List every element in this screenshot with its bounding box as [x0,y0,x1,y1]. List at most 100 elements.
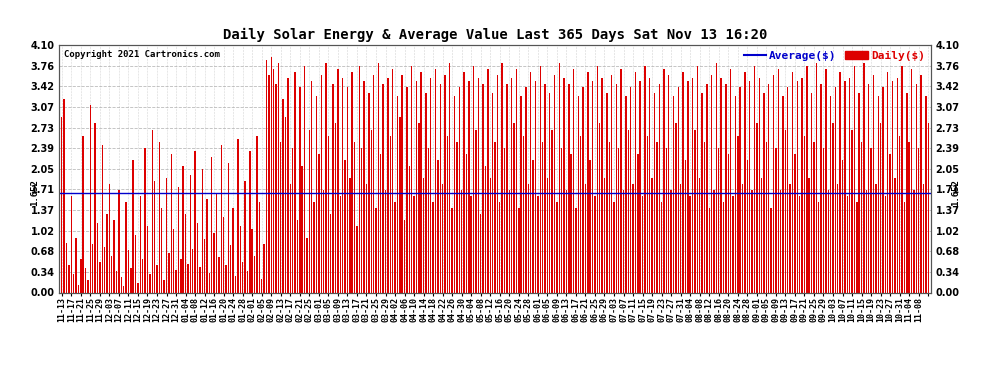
Bar [518,208,520,292]
Bar [828,190,829,292]
Bar [709,208,710,292]
Bar [904,202,905,292]
Bar [135,235,137,292]
Bar [792,72,793,292]
Bar [470,196,472,292]
Bar [161,208,162,292]
Bar [245,181,246,292]
Bar [738,135,739,292]
Bar [477,78,479,292]
Bar [418,123,420,292]
Bar [870,148,872,292]
Bar [842,160,843,292]
Bar [685,160,686,292]
Bar [149,274,150,292]
Bar [906,93,908,292]
Bar [623,190,625,292]
Bar [887,72,888,292]
Bar [416,81,417,292]
Bar [430,78,432,292]
Bar [892,81,893,292]
Bar [487,69,489,292]
Bar [761,178,762,292]
Bar [104,247,105,292]
Bar [911,69,912,292]
Bar [285,117,286,292]
Bar [765,142,767,292]
Bar [80,259,81,292]
Bar [214,233,215,292]
Bar [468,81,469,292]
Bar [421,72,422,292]
Bar [833,123,834,292]
Bar [340,196,341,292]
Bar [353,142,355,292]
Bar [844,81,845,292]
Bar [382,84,384,292]
Bar [849,78,850,292]
Bar [170,154,172,292]
Bar [338,69,339,292]
Bar [865,190,867,292]
Bar [123,286,125,292]
Bar [275,84,277,292]
Bar [438,160,439,292]
Bar [65,243,67,292]
Bar [292,148,293,292]
Bar [616,84,617,292]
Bar [663,69,664,292]
Bar [797,81,798,292]
Bar [492,93,493,292]
Bar [414,196,415,292]
Bar [111,256,113,292]
Bar [270,57,272,292]
Bar [499,202,501,292]
Bar [328,135,329,292]
Bar [509,190,510,292]
Bar [818,202,820,292]
Bar [809,178,810,292]
Bar [330,214,332,292]
Bar [628,129,629,292]
Bar [840,72,841,292]
Bar [580,135,581,292]
Bar [482,84,484,292]
Bar [644,66,645,292]
Bar [385,190,386,292]
Bar [804,135,805,292]
Bar [63,99,65,292]
Bar [785,129,786,292]
Bar [404,220,405,292]
Bar [780,190,781,292]
Bar [858,93,860,292]
Bar [521,96,522,292]
Bar [589,160,591,292]
Bar [294,72,296,292]
Bar [465,154,467,292]
Bar [228,163,229,292]
Bar [453,96,455,292]
Bar [856,202,857,292]
Bar [138,284,139,292]
Bar [638,154,639,292]
Bar [651,178,652,292]
Bar [868,84,869,292]
Bar [182,166,184,292]
Bar [399,117,401,292]
Bar [613,202,615,292]
Bar [526,87,527,292]
Bar [190,175,191,292]
Bar [97,223,98,292]
Bar [261,279,262,292]
Bar [309,129,310,292]
Bar [542,142,544,292]
Bar [838,184,839,292]
Bar [758,78,760,292]
Bar [263,244,264,292]
Bar [463,72,464,292]
Bar [735,96,737,292]
Bar [816,63,817,292]
Bar [375,208,377,292]
Bar [165,178,167,292]
Bar [504,148,505,292]
